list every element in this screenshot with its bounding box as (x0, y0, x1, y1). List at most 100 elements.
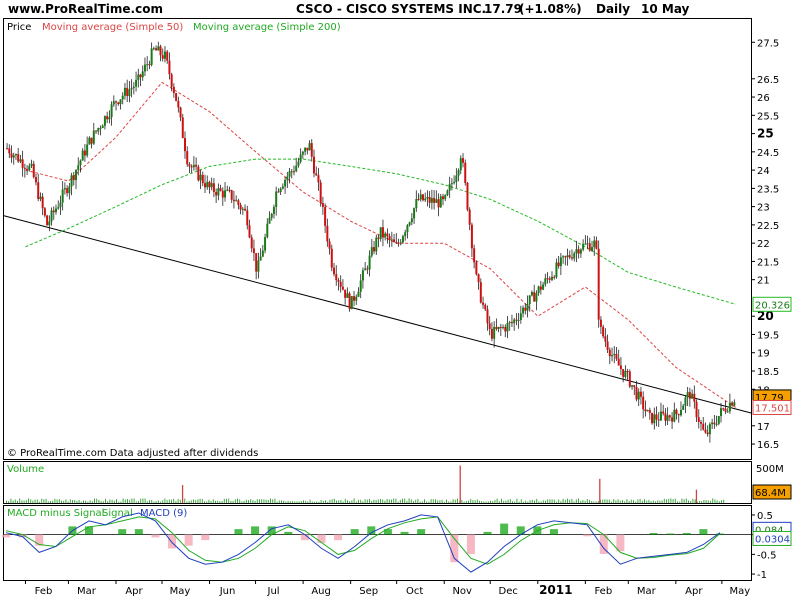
candle-body (288, 171, 291, 177)
candle-body (106, 116, 109, 120)
volume-bar (353, 498, 355, 503)
volume-bar (25, 500, 27, 503)
candle-body (335, 274, 338, 281)
candle-body (379, 227, 382, 239)
candle-body (441, 196, 444, 200)
candle-body (237, 200, 240, 205)
volume-bar (61, 500, 62, 503)
candle-body (219, 188, 222, 191)
volume-bar (160, 501, 161, 503)
volume-layer (6, 465, 725, 503)
candle-body (426, 196, 429, 199)
macd-layer: 0.50-0.5-1 (2, 511, 777, 581)
badge-ma50-box (752, 399, 792, 415)
candle-body (370, 247, 373, 256)
candle-body (477, 274, 480, 283)
macd-histogram-bar (549, 529, 558, 535)
volume-bar (133, 498, 135, 503)
volume-bar (135, 501, 137, 503)
candle-body (444, 194, 447, 200)
macd-histogram-bar (367, 526, 376, 535)
volume-bar (17, 500, 18, 503)
volume-bar (393, 498, 395, 503)
macd-y-tick-label: 0.5 (757, 511, 773, 522)
volume-bar (692, 498, 694, 503)
site-url[interactable]: www.ProRealTime.com (8, 2, 163, 16)
candle-body (215, 191, 218, 196)
candle-body (522, 307, 525, 314)
candle-body (241, 208, 244, 210)
candle-body (221, 190, 224, 198)
candle-body (368, 255, 371, 270)
volume-bar (217, 500, 219, 503)
macd-histogram-bar (134, 529, 143, 535)
volume-bar (373, 499, 375, 503)
volume-bar (476, 499, 478, 503)
candle-body (533, 292, 536, 302)
candle-body (664, 413, 667, 421)
volume-bar (560, 501, 562, 503)
volume-bar (331, 499, 333, 503)
candle-body (535, 292, 538, 302)
volume-bar (525, 500, 527, 503)
volume-bar (50, 501, 51, 503)
volume-bar (602, 499, 604, 503)
volume-bar (276, 501, 278, 503)
macd-histogram-bar (616, 534, 625, 552)
candle-body (602, 326, 605, 337)
date-label: 10 May (641, 2, 690, 16)
volume-bar (468, 500, 469, 503)
candle-body (684, 397, 687, 406)
candle-body (66, 188, 69, 194)
candle-body (319, 182, 322, 204)
candle-body (306, 147, 309, 151)
legend-price: Price (7, 22, 31, 33)
volume-bar (547, 499, 549, 503)
volume-bar (578, 498, 579, 503)
price-change: (+1.08%) (519, 2, 582, 16)
volume-bar (63, 500, 65, 503)
volume-bar (382, 499, 384, 503)
candle-body (232, 199, 235, 202)
candle-body (499, 326, 502, 329)
candle-body (608, 349, 611, 357)
candle-body (75, 169, 78, 181)
candle-body (95, 130, 98, 132)
candle-body (399, 242, 402, 244)
last-price: 17.79 (484, 2, 522, 16)
candle-body (517, 319, 520, 321)
x-tick-label: Nov (452, 586, 472, 597)
volume-bar (274, 498, 276, 503)
volume-bar (652, 500, 654, 503)
volume-bar (534, 500, 535, 503)
candle-body (586, 243, 589, 245)
candle-body (693, 393, 696, 402)
macd-histogram-bar (383, 529, 392, 535)
volume-bar (347, 500, 348, 503)
trendline-layer (3, 215, 752, 414)
candle-body (428, 196, 431, 203)
candle-body (217, 188, 220, 196)
candle-body (61, 189, 64, 203)
volume-bar (107, 501, 109, 503)
candle-body (631, 385, 634, 387)
candle-body (148, 64, 151, 66)
volume-bar (377, 499, 379, 503)
macd-histogram-bar (599, 534, 608, 554)
candle-body (513, 319, 516, 324)
volume-bar (30, 499, 32, 503)
candle-body (350, 296, 353, 310)
volume-bar (567, 498, 568, 503)
candle-body (637, 391, 640, 400)
candle-body (668, 415, 671, 418)
candle-body (353, 296, 356, 301)
volume-bar (21, 500, 23, 503)
candle-body (575, 249, 578, 254)
candle-body (168, 60, 171, 75)
volume-bar (699, 500, 700, 503)
candle-body (123, 87, 126, 96)
candle-body (502, 327, 505, 329)
candle-body (108, 117, 111, 120)
volume-bar (408, 498, 410, 503)
volume-bar (171, 499, 172, 503)
